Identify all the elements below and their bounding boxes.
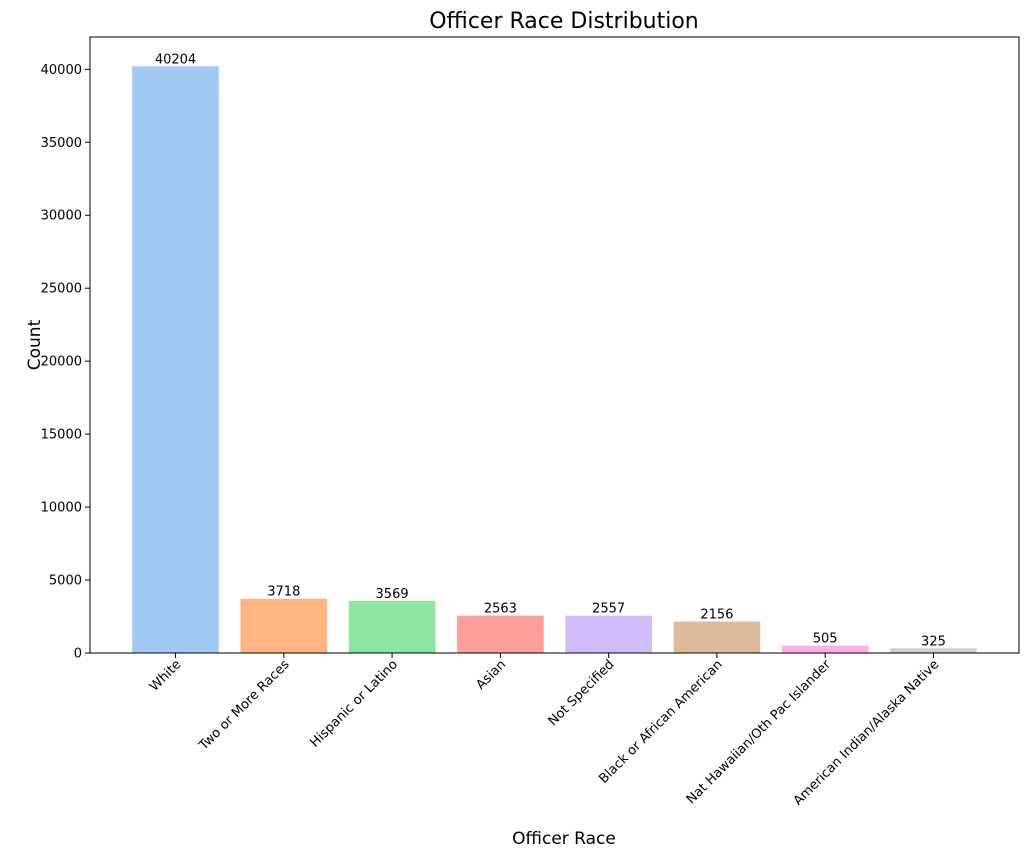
bar-value-label-5: 2156: [700, 608, 733, 623]
y-tick-label-8: 40000: [41, 63, 82, 78]
x-tick-label-5: Black or African American: [596, 657, 725, 786]
bar-value-label-4: 2557: [592, 602, 625, 617]
bar-6: [781, 645, 869, 653]
bar-4: [565, 615, 652, 653]
y-tick-label-3: 15000: [41, 428, 82, 443]
bar-value-label-1: 3718: [267, 585, 300, 600]
bar-5: [673, 621, 761, 653]
bar-0: [132, 66, 219, 653]
x-tick-label-0: White: [147, 657, 184, 694]
bar-value-label-3: 2563: [484, 602, 517, 617]
x-tick-label-4: Not Specified: [546, 657, 618, 729]
y-tick-label-2: 10000: [41, 501, 82, 516]
y-tick-label-0: 0: [74, 647, 82, 662]
bar-value-label-6: 505: [813, 632, 838, 647]
chart-title: Officer Race Distribution: [429, 9, 699, 34]
x-tick-label-2: Hispanic or Latino: [308, 657, 401, 750]
bar-1: [240, 598, 328, 653]
plot-area: 40204 3718 3569 2563 2557 2156 505 325 0 5000 1000…: [41, 36, 1020, 809]
bar-7: [890, 648, 977, 653]
bar-value-label-2: 3569: [376, 587, 409, 602]
bar-3: [457, 615, 544, 653]
y-tick-label-7: 35000: [41, 136, 82, 151]
x-tick-label-1: Two or More Races: [196, 657, 293, 754]
y-axis-title: Count: [25, 319, 45, 370]
y-tick-label-5: 25000: [41, 282, 82, 297]
y-tick-label-4: 20000: [41, 355, 82, 370]
bar-value-label-7: 325: [921, 634, 946, 649]
bar-2: [348, 600, 436, 653]
plot-frame: [89, 36, 1020, 654]
y-tick-label-6: 30000: [41, 209, 82, 224]
x-axis-title: Officer Race: [512, 829, 616, 849]
x-tick-label-3: Asian: [473, 657, 509, 693]
bar-value-label-0: 40204: [155, 52, 196, 67]
y-tick-label-1: 5000: [49, 574, 82, 589]
